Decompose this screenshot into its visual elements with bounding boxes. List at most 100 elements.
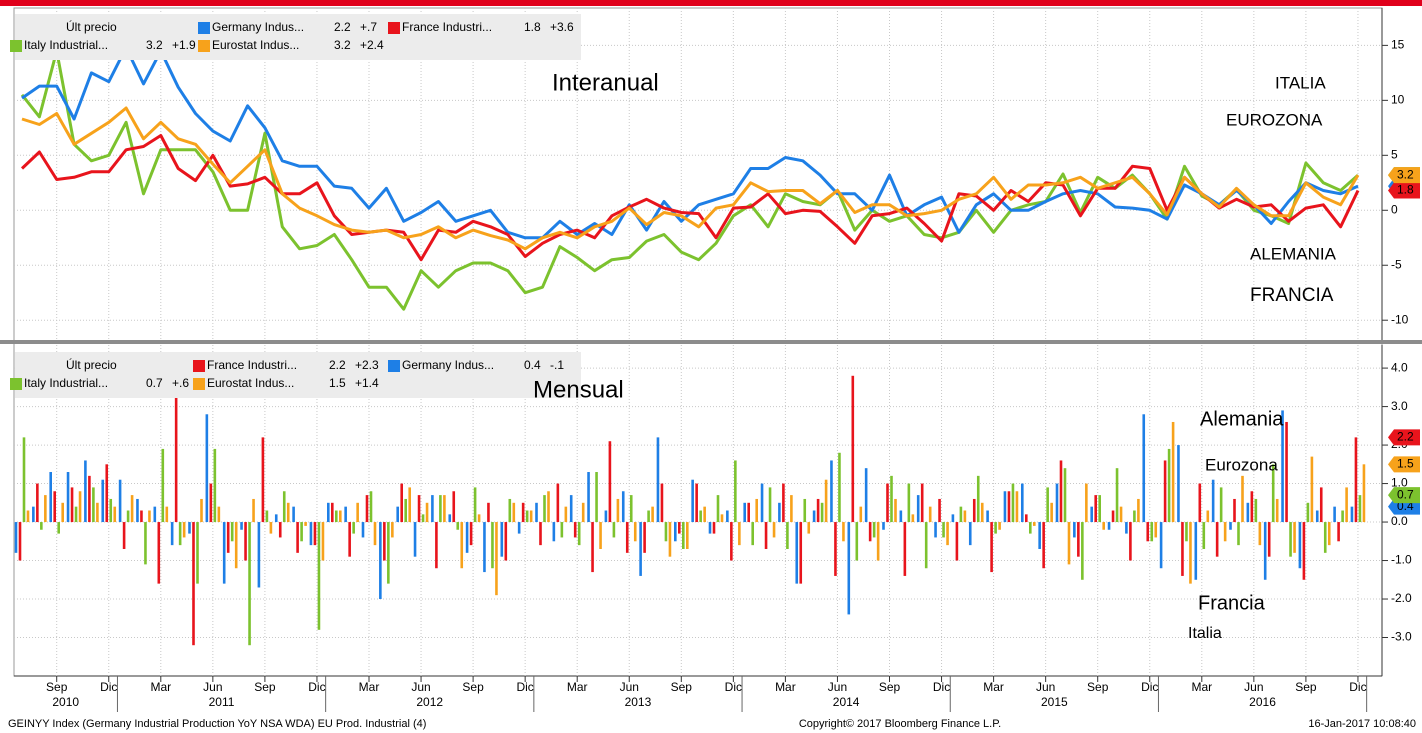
bar xyxy=(174,395,178,523)
bar xyxy=(495,522,498,596)
bar xyxy=(1055,483,1059,523)
annotation: EUROZONA xyxy=(1226,110,1323,129)
bar xyxy=(477,514,481,523)
bar xyxy=(1081,522,1084,580)
bar xyxy=(1315,510,1319,523)
bar xyxy=(1102,522,1105,530)
bar xyxy=(1067,522,1071,565)
bar xyxy=(182,522,186,538)
bar xyxy=(1163,460,1167,523)
bar xyxy=(820,502,824,523)
bar xyxy=(1323,522,1327,553)
bar xyxy=(1263,522,1267,580)
bar xyxy=(126,510,130,523)
bar xyxy=(703,506,706,523)
x-tick-label: Dic xyxy=(100,680,117,694)
bar xyxy=(691,479,694,523)
bar xyxy=(53,491,56,523)
bar xyxy=(491,522,494,569)
bar xyxy=(22,437,26,523)
bar xyxy=(868,522,872,542)
annotation: Interanual xyxy=(552,69,659,96)
bar xyxy=(1021,483,1024,523)
bar xyxy=(417,495,421,523)
bar xyxy=(778,502,781,523)
bar xyxy=(720,514,724,523)
legend-header: Últ precio xyxy=(66,357,117,372)
line xyxy=(21,106,1360,251)
bar xyxy=(963,510,967,523)
bar xyxy=(209,483,213,523)
bar xyxy=(890,475,893,523)
y-tick-label: 15 xyxy=(1391,38,1405,52)
bar xyxy=(1302,522,1306,580)
bar xyxy=(352,522,355,534)
bar xyxy=(772,522,776,538)
legend-last: 2.2 xyxy=(329,358,346,372)
bar xyxy=(88,475,91,523)
annotation: Alemania xyxy=(1200,408,1284,430)
bar xyxy=(396,506,399,523)
bar xyxy=(1098,495,1101,523)
value-tag-label: 3.2 xyxy=(1397,167,1414,181)
year-label: 2010 xyxy=(52,695,79,709)
bar xyxy=(1011,483,1015,523)
bar xyxy=(595,472,598,523)
bar xyxy=(547,491,550,523)
legend-last: 1.8 xyxy=(524,20,541,34)
bar xyxy=(1233,498,1236,523)
bar xyxy=(404,498,407,523)
bar xyxy=(331,502,334,523)
x-tick-label: Dic xyxy=(933,680,950,694)
bar xyxy=(508,498,512,523)
y-tick-label: 0 xyxy=(1391,202,1398,216)
bar xyxy=(1046,487,1049,523)
bar xyxy=(1142,414,1146,523)
bar xyxy=(265,510,269,523)
bar xyxy=(391,522,394,538)
bar xyxy=(1362,464,1366,523)
bar xyxy=(894,498,897,523)
year-label: 2014 xyxy=(833,695,860,709)
x-tick-label: Dic xyxy=(308,680,325,694)
bar xyxy=(36,483,39,523)
bar xyxy=(26,510,30,523)
y-tick-label: -10 xyxy=(1391,312,1409,326)
bar xyxy=(1194,522,1198,580)
annotation: FRANCIA xyxy=(1250,285,1334,306)
bar xyxy=(1358,495,1362,523)
legend-last: 3.2 xyxy=(146,38,163,52)
bar xyxy=(529,510,533,523)
y-tick-label: 4.0 xyxy=(1391,360,1408,374)
bar xyxy=(938,498,941,523)
bar xyxy=(252,498,255,523)
panel-separator xyxy=(0,340,1422,344)
bar xyxy=(309,522,313,546)
bar xyxy=(976,475,980,523)
legend-name: Eurostat Indus... xyxy=(212,38,299,52)
bar xyxy=(934,522,937,538)
bar xyxy=(1050,502,1053,523)
x-tick-label: Sep xyxy=(1295,680,1317,694)
bar xyxy=(812,510,816,523)
bar xyxy=(408,487,411,523)
bar xyxy=(483,522,486,573)
bar xyxy=(1042,522,1045,569)
x-tick-label: Sep xyxy=(1087,680,1109,694)
x-tick-label: Sep xyxy=(879,680,901,694)
bar xyxy=(321,522,325,561)
value-tag xyxy=(1388,429,1420,446)
bar xyxy=(32,506,35,523)
bar xyxy=(113,506,117,523)
legend-swatch xyxy=(193,360,205,372)
bar xyxy=(136,498,139,523)
bar xyxy=(625,522,629,553)
bar xyxy=(435,522,438,569)
bar xyxy=(972,498,976,523)
bar xyxy=(413,522,417,557)
bar xyxy=(387,522,390,584)
bar xyxy=(1094,495,1097,523)
bar xyxy=(569,495,573,523)
legend-header: Últ precio xyxy=(66,19,117,34)
bar xyxy=(1033,522,1036,526)
